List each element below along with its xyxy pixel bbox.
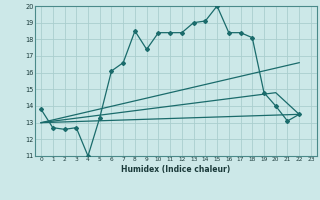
X-axis label: Humidex (Indice chaleur): Humidex (Indice chaleur) <box>121 165 231 174</box>
